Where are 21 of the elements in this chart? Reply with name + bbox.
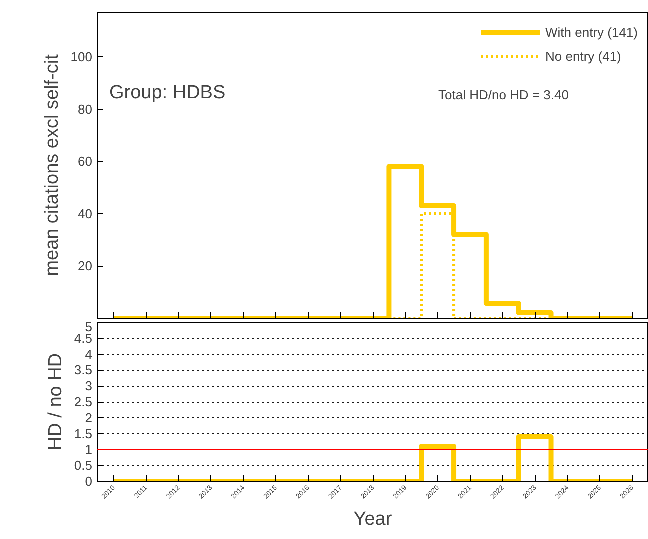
y-tick-label: 60 [78, 154, 93, 170]
y-tick-label: 1.5 [74, 426, 93, 442]
y-tick-label: 20 [78, 258, 93, 274]
y-tick-label: 3.5 [74, 362, 93, 378]
y-tick-label: 3 [85, 378, 93, 394]
annotation: Group: HDBS [110, 82, 226, 104]
y-tick-label: 100 [70, 49, 93, 64]
y-tick-label: 0 [85, 474, 93, 489]
annotation: Total HD/no HD = 3.40 [438, 88, 569, 102]
legend-label: No entry (41) [546, 48, 622, 64]
y-tick-label: 2 [85, 410, 93, 426]
y-tick-label: 4 [85, 346, 93, 362]
y-axis-title: mean citations excl self-cit [42, 54, 63, 276]
y-tick-label: 0.5 [74, 458, 93, 474]
y-tick-label: 40 [78, 206, 93, 222]
legend-label: With entry (141) [546, 24, 638, 40]
y-tick-label: 80 [78, 102, 93, 117]
x-axis-title: Year [354, 509, 393, 530]
y-tick-label: 2.5 [74, 394, 93, 410]
y-tick-label: 1 [85, 442, 93, 458]
y-axis-title: HD / no HD [45, 353, 66, 451]
